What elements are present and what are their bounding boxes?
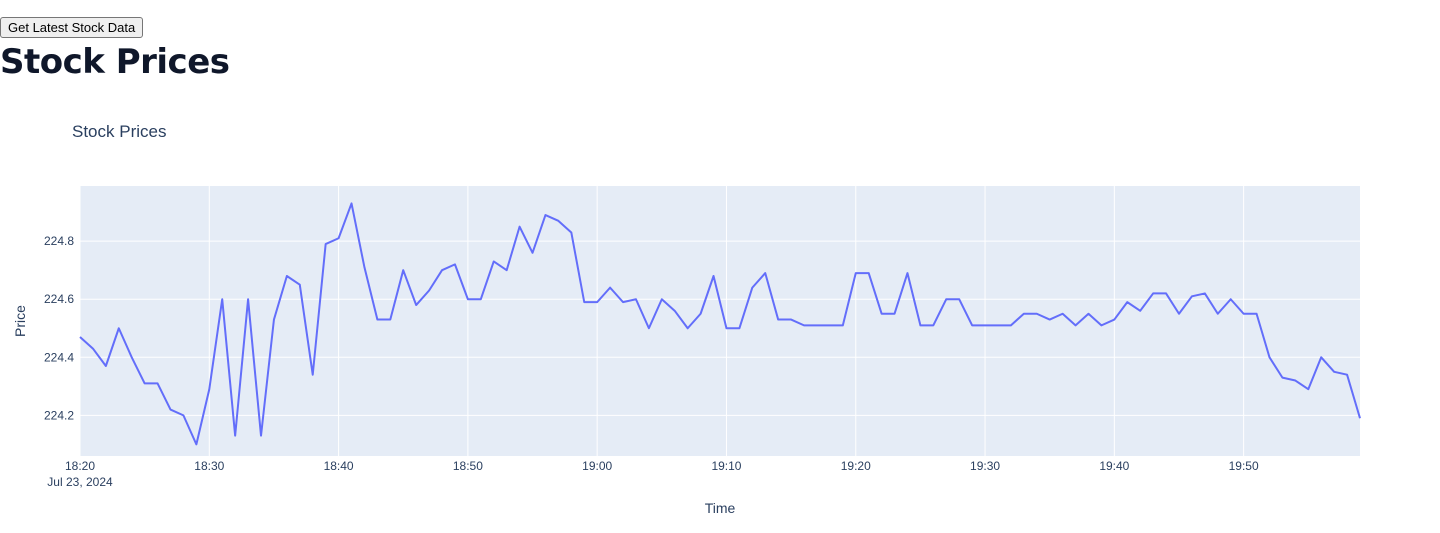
y-tick-label: 224.6 (44, 292, 74, 306)
x-tick-label: 19:00 (582, 459, 612, 473)
y-tick-label: 224.4 (44, 350, 74, 364)
x-axis-title: Time (705, 500, 736, 516)
price-series-line (79, 202, 1361, 446)
chart-title: Stock Prices (72, 122, 166, 141)
page-title: Stock Prices (0, 42, 230, 82)
y-tick-label: 224.8 (44, 234, 74, 248)
y-axis-ticks: 224.2 224.4 224.6 224.8 (44, 234, 74, 422)
get-latest-stock-data-button[interactable]: Get Latest Stock Data (0, 17, 144, 38)
x-tick-label: 19:40 (1099, 459, 1129, 473)
x-tick-label: 19:30 (970, 459, 1000, 473)
x-tick-label: 19:50 (1229, 459, 1259, 473)
x-tick-label: 18:40 (324, 459, 354, 473)
plot-background (80, 186, 1360, 456)
x-tick-label: 18:20 (65, 459, 95, 473)
x-axis-ticks: 18:20 18:30 18:40 18:50 19:00 19:10 19:20 19:30… (65, 459, 1259, 473)
x-tick-label: 18:30 (194, 459, 224, 473)
x-tick-label: 19:10 (711, 459, 741, 473)
x-tick-date-label: Jul 23, 2024 (47, 475, 113, 489)
grid-lines (79, 186, 1360, 456)
series-layer (79, 202, 1361, 446)
y-tick-label: 224.2 (44, 408, 74, 422)
y-axis-title: Price (12, 305, 28, 337)
x-tick-label: 18:50 (453, 459, 483, 473)
x-tick-label: 19:20 (841, 459, 871, 473)
